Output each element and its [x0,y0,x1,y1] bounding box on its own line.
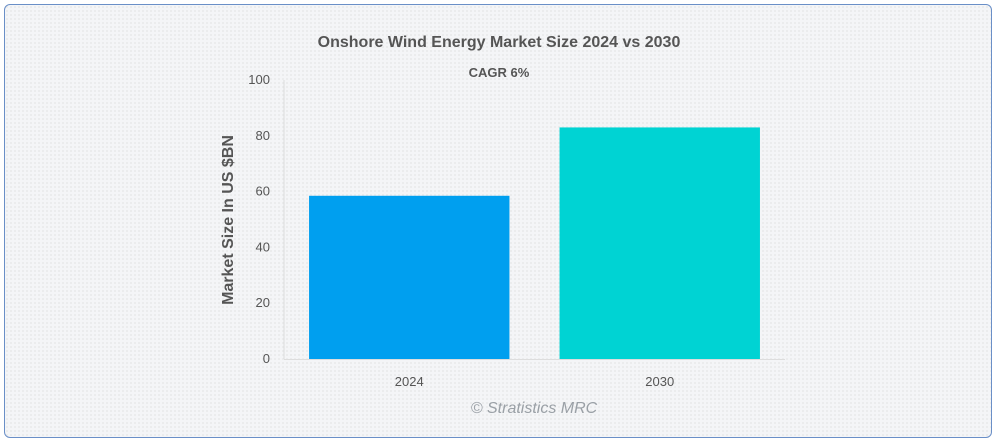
chart-title: Onshore Wind Energy Market Size 2024 vs … [318,34,681,51]
x-tick-label: 2030 [645,374,674,389]
y-tick-label: 20 [256,295,270,310]
chart-subtitle: CAGR 6% [469,65,530,80]
y-tick-label: 40 [256,239,270,254]
y-axis-ticks: 0 20 40 60 80 100 [248,72,270,366]
y-tick-label: 0 [263,351,270,366]
y-tick-label: 80 [256,128,270,143]
x-axis-ticks: 2024 2030 [395,374,674,389]
bar-2030[interactable] [559,127,760,360]
y-axis-label: Market Size In US $BN [220,135,237,305]
credit-text: © Stratistics MRC [471,400,598,417]
x-tick-label: 2024 [395,374,424,389]
bar-2024[interactable] [309,195,510,359]
bars [309,127,760,360]
y-tick-label: 100 [248,72,270,87]
y-tick-label: 60 [256,184,270,199]
